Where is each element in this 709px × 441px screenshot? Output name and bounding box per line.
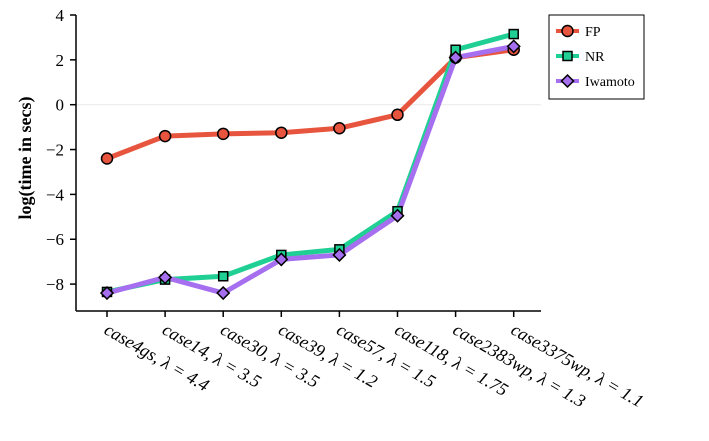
data-point	[333, 121, 346, 135]
y-tick-label: −8	[46, 275, 64, 294]
y-tick-label: 0	[56, 96, 65, 115]
data-point	[508, 28, 519, 40]
series-lines	[104, 31, 517, 296]
series-line-iwamoto	[104, 43, 517, 296]
legend-label: Iwamoto	[585, 75, 635, 90]
series-line-fp	[104, 47, 517, 162]
y-axis-ticks: 4 2 0 −2 −4 −6 −8	[46, 6, 76, 294]
y-tick-label: −4	[46, 185, 65, 204]
y-tick-label: −6	[46, 230, 64, 249]
data-point	[275, 126, 288, 139]
data-point	[100, 152, 114, 165]
data-point	[158, 129, 172, 143]
data-point	[158, 270, 173, 285]
y-axis-label: log(time in secs)	[15, 97, 36, 220]
data-point	[506, 39, 521, 54]
data-point	[332, 247, 347, 263]
legend-label: NR	[585, 50, 605, 65]
legend-label: FP	[585, 25, 601, 40]
y-tick-label: −2	[46, 141, 64, 160]
data-point	[216, 127, 230, 141]
data-point	[448, 50, 463, 65]
legend: FP NR Iwamoto	[548, 14, 645, 100]
data-point	[390, 208, 405, 223]
data-point	[99, 285, 115, 301]
data-point	[217, 270, 229, 282]
data-point	[561, 24, 574, 38]
data-point	[562, 50, 573, 62]
data-point	[560, 73, 575, 89]
series-markers	[99, 28, 521, 301]
data-point	[391, 108, 404, 122]
data-point	[274, 252, 289, 267]
data-point	[216, 285, 231, 301]
y-tick-label: 2	[56, 51, 65, 70]
y-tick-label: 4	[56, 6, 65, 25]
